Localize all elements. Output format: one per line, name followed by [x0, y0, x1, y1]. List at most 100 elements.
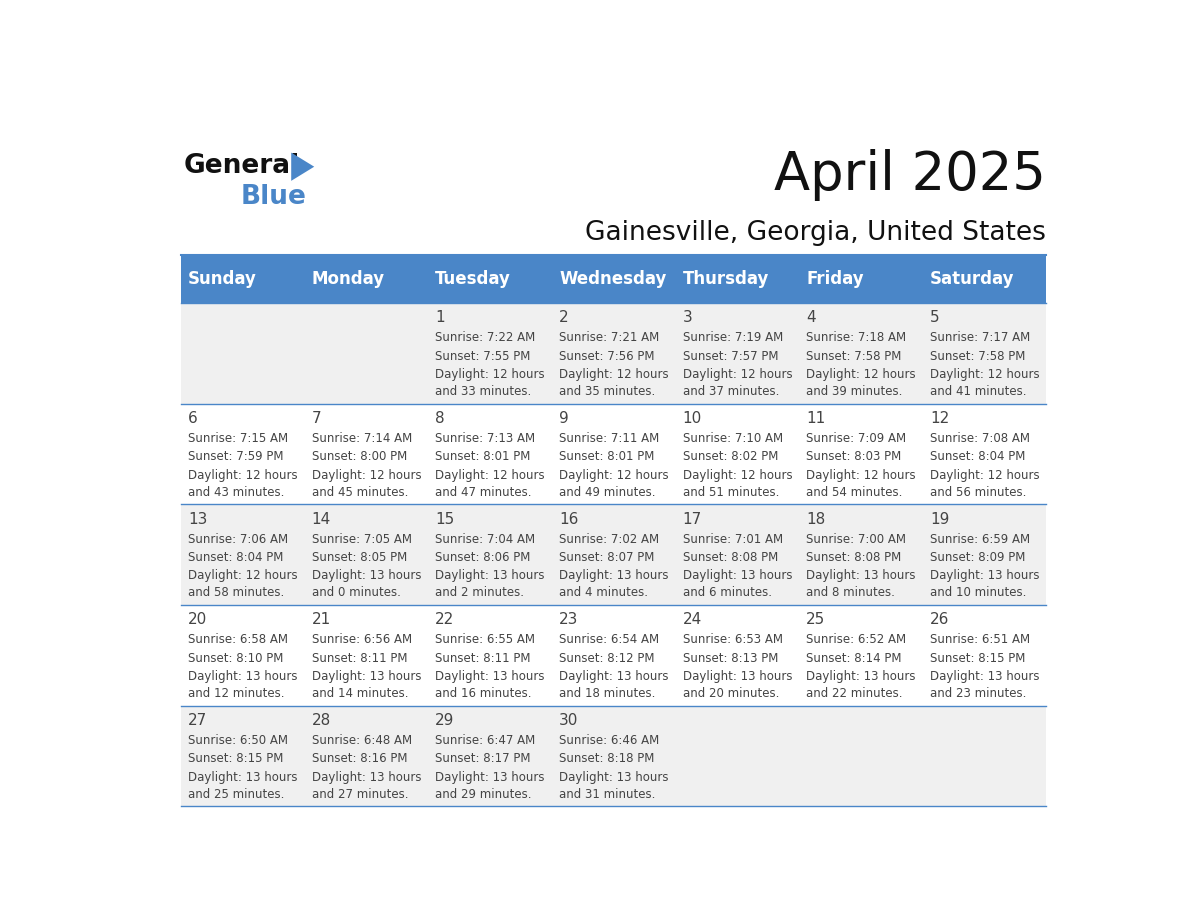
- Text: Sunrise: 7:17 AM: Sunrise: 7:17 AM: [930, 331, 1030, 344]
- Text: Daylight: 12 hours
and 43 minutes.: Daylight: 12 hours and 43 minutes.: [188, 469, 298, 498]
- Text: 13: 13: [188, 511, 208, 527]
- Text: Daylight: 13 hours
and 4 minutes.: Daylight: 13 hours and 4 minutes.: [560, 569, 669, 599]
- Text: Sunset: 8:03 PM: Sunset: 8:03 PM: [807, 451, 902, 464]
- Bar: [181, 706, 1047, 806]
- Text: Sunset: 8:10 PM: Sunset: 8:10 PM: [188, 652, 284, 665]
- Text: Daylight: 13 hours
and 8 minutes.: Daylight: 13 hours and 8 minutes.: [807, 569, 916, 599]
- Text: Daylight: 13 hours
and 18 minutes.: Daylight: 13 hours and 18 minutes.: [560, 670, 669, 700]
- Text: 9: 9: [560, 411, 569, 426]
- Text: Sunset: 8:13 PM: Sunset: 8:13 PM: [683, 652, 778, 665]
- Text: Sunset: 8:11 PM: Sunset: 8:11 PM: [311, 652, 407, 665]
- Text: Sunset: 8:08 PM: Sunset: 8:08 PM: [683, 551, 778, 564]
- Text: Daylight: 13 hours
and 22 minutes.: Daylight: 13 hours and 22 minutes.: [807, 670, 916, 700]
- Text: Sunset: 8:18 PM: Sunset: 8:18 PM: [560, 753, 655, 766]
- Text: Sunrise: 6:46 AM: Sunrise: 6:46 AM: [560, 734, 659, 747]
- Text: Sunrise: 6:48 AM: Sunrise: 6:48 AM: [311, 734, 412, 747]
- Text: Sunset: 7:56 PM: Sunset: 7:56 PM: [560, 350, 655, 363]
- Text: Sunrise: 7:13 AM: Sunrise: 7:13 AM: [435, 432, 536, 445]
- Text: Sunrise: 7:22 AM: Sunrise: 7:22 AM: [435, 331, 536, 344]
- Text: Sunrise: 6:56 AM: Sunrise: 6:56 AM: [311, 633, 412, 646]
- Text: Sunset: 7:59 PM: Sunset: 7:59 PM: [188, 451, 284, 464]
- Text: Daylight: 12 hours
and 54 minutes.: Daylight: 12 hours and 54 minutes.: [807, 469, 916, 498]
- Text: Sunrise: 7:10 AM: Sunrise: 7:10 AM: [683, 432, 783, 445]
- Text: Friday: Friday: [807, 270, 864, 288]
- Text: Sunrise: 7:06 AM: Sunrise: 7:06 AM: [188, 532, 289, 545]
- Text: Daylight: 12 hours
and 49 minutes.: Daylight: 12 hours and 49 minutes.: [560, 469, 669, 498]
- Bar: [181, 605, 1047, 706]
- Text: Daylight: 13 hours
and 10 minutes.: Daylight: 13 hours and 10 minutes.: [930, 569, 1040, 599]
- Text: Sunset: 7:55 PM: Sunset: 7:55 PM: [435, 350, 531, 363]
- Text: 1: 1: [435, 310, 446, 325]
- Text: Sunrise: 7:14 AM: Sunrise: 7:14 AM: [311, 432, 412, 445]
- Text: Sunset: 7:58 PM: Sunset: 7:58 PM: [807, 350, 902, 363]
- Text: Blue: Blue: [240, 185, 307, 210]
- Text: Daylight: 13 hours
and 16 minutes.: Daylight: 13 hours and 16 minutes.: [435, 670, 545, 700]
- Text: Sunrise: 6:52 AM: Sunrise: 6:52 AM: [807, 633, 906, 646]
- Text: Sunrise: 6:59 AM: Sunrise: 6:59 AM: [930, 532, 1030, 545]
- Text: 2: 2: [560, 310, 569, 325]
- Text: 25: 25: [807, 612, 826, 627]
- Bar: [181, 303, 1047, 404]
- Text: Daylight: 12 hours
and 33 minutes.: Daylight: 12 hours and 33 minutes.: [435, 368, 545, 398]
- Text: 16: 16: [560, 511, 579, 527]
- Text: 26: 26: [930, 612, 949, 627]
- Text: Sunrise: 7:11 AM: Sunrise: 7:11 AM: [560, 432, 659, 445]
- Text: Daylight: 13 hours
and 20 minutes.: Daylight: 13 hours and 20 minutes.: [683, 670, 792, 700]
- Text: Daylight: 13 hours
and 0 minutes.: Daylight: 13 hours and 0 minutes.: [311, 569, 422, 599]
- Text: Sunset: 8:12 PM: Sunset: 8:12 PM: [560, 652, 655, 665]
- Text: Sunrise: 7:02 AM: Sunrise: 7:02 AM: [560, 532, 659, 545]
- Text: Sunset: 8:08 PM: Sunset: 8:08 PM: [807, 551, 902, 564]
- Text: 14: 14: [311, 511, 331, 527]
- Text: Sunset: 8:00 PM: Sunset: 8:00 PM: [311, 451, 407, 464]
- Text: Daylight: 12 hours
and 56 minutes.: Daylight: 12 hours and 56 minutes.: [930, 469, 1040, 498]
- Text: Daylight: 13 hours
and 6 minutes.: Daylight: 13 hours and 6 minutes.: [683, 569, 792, 599]
- Text: Sunset: 8:17 PM: Sunset: 8:17 PM: [435, 753, 531, 766]
- Text: April 2025: April 2025: [775, 149, 1047, 201]
- Text: Daylight: 12 hours
and 45 minutes.: Daylight: 12 hours and 45 minutes.: [311, 469, 422, 498]
- Text: Daylight: 12 hours
and 47 minutes.: Daylight: 12 hours and 47 minutes.: [435, 469, 545, 498]
- Text: Daylight: 12 hours
and 41 minutes.: Daylight: 12 hours and 41 minutes.: [930, 368, 1040, 398]
- Text: 5: 5: [930, 310, 940, 325]
- Text: Sunset: 8:06 PM: Sunset: 8:06 PM: [435, 551, 531, 564]
- Text: 30: 30: [560, 713, 579, 728]
- Text: Sunset: 8:14 PM: Sunset: 8:14 PM: [807, 652, 902, 665]
- Text: Sunrise: 6:53 AM: Sunrise: 6:53 AM: [683, 633, 783, 646]
- Text: 11: 11: [807, 411, 826, 426]
- Text: Daylight: 13 hours
and 2 minutes.: Daylight: 13 hours and 2 minutes.: [435, 569, 545, 599]
- Bar: [181, 255, 1047, 303]
- Text: 17: 17: [683, 511, 702, 527]
- Text: Daylight: 13 hours
and 27 minutes.: Daylight: 13 hours and 27 minutes.: [311, 771, 422, 800]
- Text: 20: 20: [188, 612, 208, 627]
- Text: Sunday: Sunday: [188, 270, 257, 288]
- Text: Gainesville, Georgia, United States: Gainesville, Georgia, United States: [586, 219, 1047, 246]
- Text: Sunset: 8:11 PM: Sunset: 8:11 PM: [435, 652, 531, 665]
- Text: Sunrise: 6:54 AM: Sunrise: 6:54 AM: [560, 633, 659, 646]
- Text: 28: 28: [311, 713, 331, 728]
- Text: Sunrise: 7:19 AM: Sunrise: 7:19 AM: [683, 331, 783, 344]
- Text: 19: 19: [930, 511, 949, 527]
- Text: Sunset: 7:57 PM: Sunset: 7:57 PM: [683, 350, 778, 363]
- Text: General: General: [183, 152, 299, 179]
- Text: Sunrise: 7:08 AM: Sunrise: 7:08 AM: [930, 432, 1030, 445]
- Text: Sunrise: 7:18 AM: Sunrise: 7:18 AM: [807, 331, 906, 344]
- Text: Sunrise: 7:09 AM: Sunrise: 7:09 AM: [807, 432, 906, 445]
- Text: 10: 10: [683, 411, 702, 426]
- Text: 21: 21: [311, 612, 331, 627]
- Text: Sunset: 8:09 PM: Sunset: 8:09 PM: [930, 551, 1025, 564]
- Text: Sunrise: 7:15 AM: Sunrise: 7:15 AM: [188, 432, 289, 445]
- Text: Saturday: Saturday: [930, 270, 1015, 288]
- Text: Sunset: 8:01 PM: Sunset: 8:01 PM: [435, 451, 531, 464]
- Text: Daylight: 13 hours
and 12 minutes.: Daylight: 13 hours and 12 minutes.: [188, 670, 297, 700]
- Text: Sunrise: 6:58 AM: Sunrise: 6:58 AM: [188, 633, 289, 646]
- Text: Sunset: 8:05 PM: Sunset: 8:05 PM: [311, 551, 407, 564]
- Text: Daylight: 13 hours
and 14 minutes.: Daylight: 13 hours and 14 minutes.: [311, 670, 422, 700]
- Text: Sunset: 8:15 PM: Sunset: 8:15 PM: [188, 753, 284, 766]
- Text: Sunset: 7:58 PM: Sunset: 7:58 PM: [930, 350, 1025, 363]
- Text: Thursday: Thursday: [683, 270, 769, 288]
- Polygon shape: [291, 152, 314, 181]
- Text: Daylight: 13 hours
and 25 minutes.: Daylight: 13 hours and 25 minutes.: [188, 771, 297, 800]
- Text: Sunset: 8:16 PM: Sunset: 8:16 PM: [311, 753, 407, 766]
- Text: Sunrise: 7:00 AM: Sunrise: 7:00 AM: [807, 532, 906, 545]
- Text: 24: 24: [683, 612, 702, 627]
- Text: Sunset: 8:02 PM: Sunset: 8:02 PM: [683, 451, 778, 464]
